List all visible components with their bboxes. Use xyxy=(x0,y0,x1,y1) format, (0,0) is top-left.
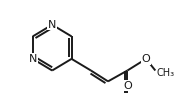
Text: O: O xyxy=(142,54,150,64)
Text: O: O xyxy=(123,81,132,91)
Text: CH₃: CH₃ xyxy=(156,68,174,78)
Text: N: N xyxy=(48,20,56,30)
Text: N: N xyxy=(28,54,37,64)
